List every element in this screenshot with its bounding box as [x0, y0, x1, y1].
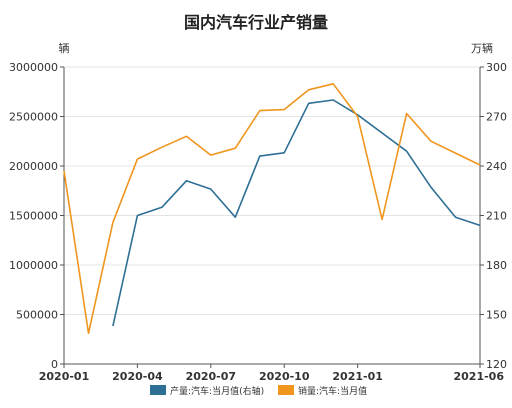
legend-label-2: 销量:汽车:当月值: [298, 385, 367, 397]
left-tick-label: 500000: [16, 309, 58, 322]
grid-lines: [64, 66, 480, 315]
legend-swatch-1: [150, 385, 166, 395]
series-line-1: [112, 99, 481, 327]
x-tick-label: 2020-07: [186, 370, 237, 383]
x-tick-label: 2021-01: [332, 370, 383, 383]
x-tick-label: 2020-04: [112, 370, 163, 383]
x-tick-label: 2020-10: [259, 370, 310, 383]
right-tick-label: 240: [486, 160, 507, 173]
series-lines: [63, 83, 481, 335]
legend-swatch-2: [278, 385, 294, 395]
right-tick-label: 300: [486, 61, 507, 74]
right-tick-label: 210: [486, 210, 507, 223]
left-tick-label: 1000000: [9, 259, 58, 272]
chart-title: 国内汽车行业产销量: [184, 13, 328, 32]
right-tick-label: 270: [486, 111, 507, 124]
tick-labels: 0 120 500000 150 1000000 180 1500000 210 2000000…: [9, 61, 507, 383]
x-tick-label: 2020-01: [39, 370, 90, 383]
series-line-2: [63, 83, 481, 335]
left-tick-label: 2000000: [9, 160, 58, 173]
legend-label-1: 产量:汽车:当月值(右轴): [170, 385, 264, 397]
right-tick-label: 150: [486, 309, 507, 322]
right-tick-label: 180: [486, 259, 507, 272]
x-tick-label: 2021-06: [454, 370, 505, 383]
left-axis-unit: 辆: [59, 41, 70, 55]
axes: [60, 66, 484, 368]
left-tick-label: 0: [51, 358, 58, 371]
legend: 产量:汽车:当月值(右轴) 销量:汽车:当月值: [150, 385, 367, 397]
left-tick-label: 3000000: [9, 61, 58, 74]
left-tick-label: 2500000: [9, 111, 58, 124]
right-axis-unit: 万辆: [471, 41, 493, 55]
right-tick-label: 120: [486, 358, 507, 371]
left-tick-label: 1500000: [9, 210, 58, 223]
